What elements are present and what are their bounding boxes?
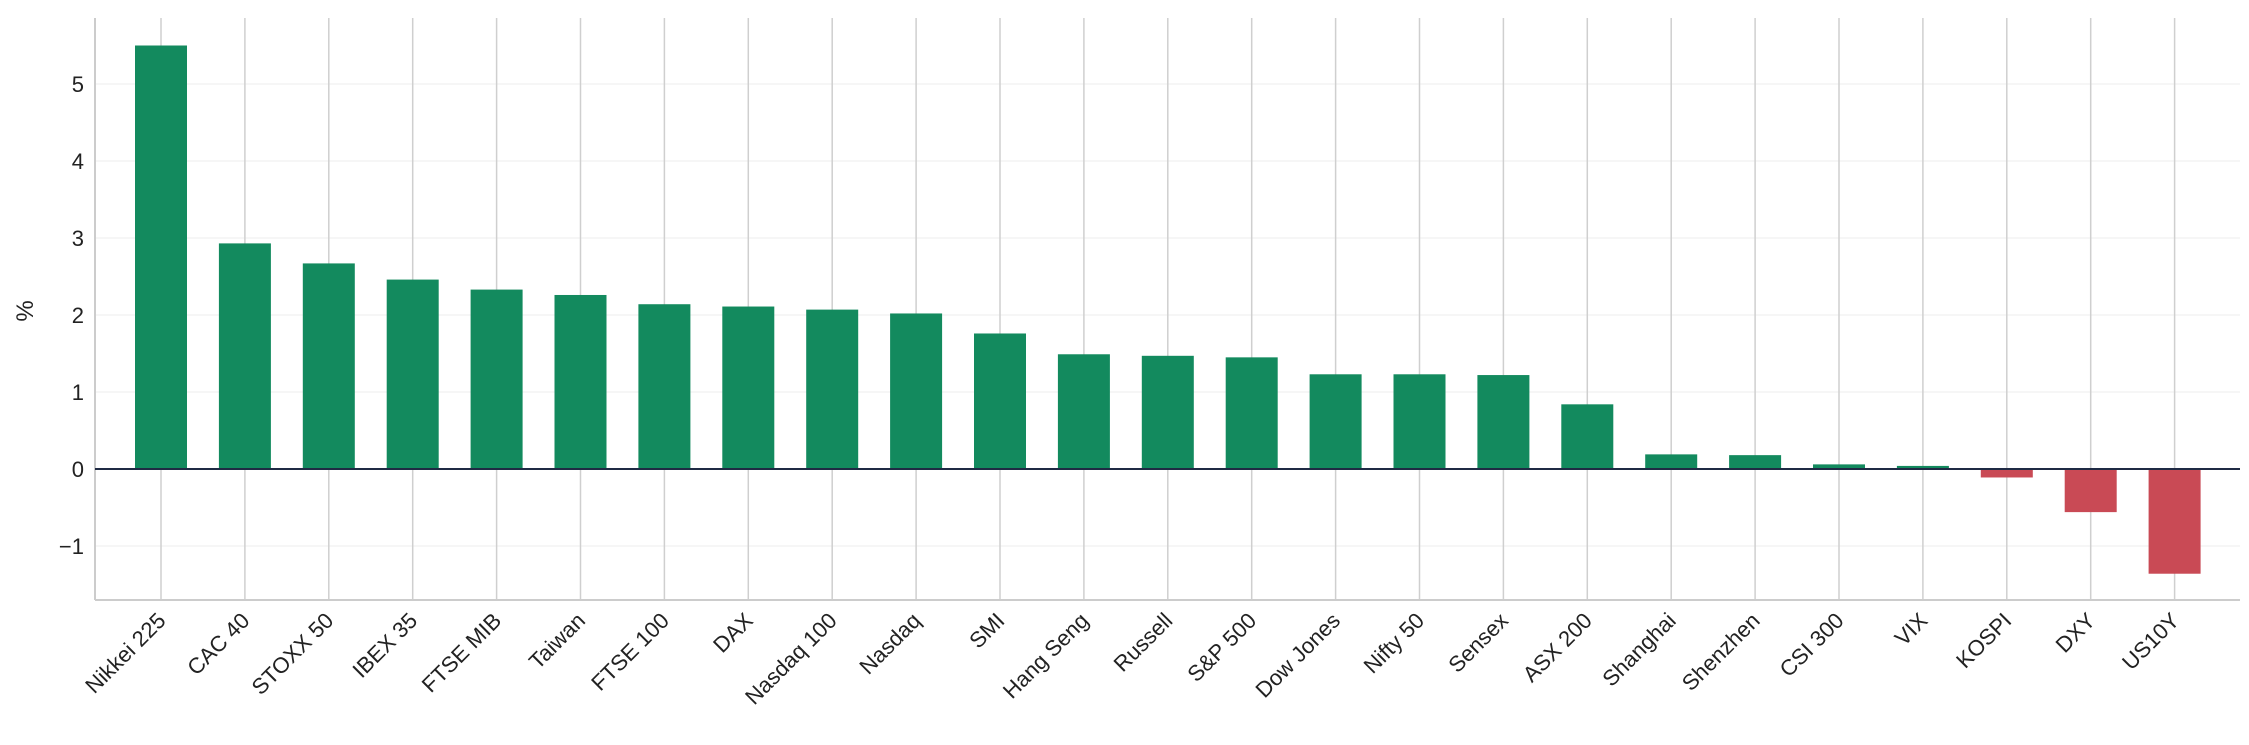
bars <box>135 45 2201 574</box>
bar-kospi <box>1980 469 2033 478</box>
bar-shanghai <box>1645 454 1698 469</box>
bar-sensex <box>1477 375 1530 469</box>
y-tick-labels: −1 0 1 2 3 4 5 <box>59 72 84 559</box>
x-tick-label: IBEX 35 <box>347 608 422 683</box>
bar-stoxx-50 <box>302 263 355 469</box>
x-tick-label: STOXX 50 <box>247 608 339 700</box>
bar-csi-300 <box>1813 464 1865 469</box>
bar-nasdaq <box>890 313 943 469</box>
bar-cac-40 <box>218 243 271 469</box>
x-tick-label: Sensex <box>1443 608 1513 678</box>
y-tick-label: −1 <box>59 534 84 559</box>
bar-dax <box>722 306 775 469</box>
x-tick-label: DXY <box>2051 608 2101 658</box>
bar-nasdaq-100 <box>806 309 859 469</box>
bar-nifty-50 <box>1393 374 1446 469</box>
x-tick-label: CSI 300 <box>1775 608 1849 682</box>
y-tick-label: 4 <box>72 149 84 174</box>
bar-smi <box>974 333 1026 469</box>
x-tick-label: Hang Seng <box>998 608 1094 704</box>
x-tick-label: Taiwan <box>524 608 590 674</box>
bar-dow-jones <box>1309 374 1362 469</box>
vertical-grid <box>160 18 2176 600</box>
bar-ftse-100 <box>638 304 691 469</box>
bar-asx-200 <box>1561 404 1614 469</box>
x-tick-label: DAX <box>708 608 758 658</box>
x-tick-label: Russell <box>1109 608 1178 677</box>
x-tick-label: CAC 40 <box>182 608 254 680</box>
y-tick-label: 0 <box>72 457 84 482</box>
x-tick-label: FTSE 100 <box>586 608 674 696</box>
bar-hang-seng <box>1057 354 1110 469</box>
bar-ibex-35 <box>386 279 439 469</box>
y-tick-label: 5 <box>72 72 84 97</box>
x-tick-label: VIX <box>1890 608 1933 651</box>
y-tick-label: 2 <box>72 303 84 328</box>
x-tick-label: Nasdaq <box>854 608 925 679</box>
bar-us10y <box>2148 469 2201 574</box>
x-tick-label: Nifty 50 <box>1359 608 1429 678</box>
x-tick-label: SMI <box>964 608 1009 653</box>
x-tick-label: S&P 500 <box>1182 608 1261 687</box>
x-tick-label: Dow Jones <box>1250 608 1345 703</box>
bar-nikkei-225 <box>135 45 187 469</box>
x-tick-label: Nikkei 225 <box>80 608 170 698</box>
bar-vix <box>1896 465 1949 469</box>
bar-shenzhen <box>1729 455 1782 469</box>
x-tick-label: FTSE MIB <box>417 608 506 697</box>
y-axis-label: % <box>12 300 39 321</box>
axes <box>94 18 2240 601</box>
y-tick-label: 3 <box>72 226 84 251</box>
bar-taiwan <box>554 294 607 469</box>
x-tick-label: Shenzhen <box>1677 608 1765 696</box>
x-tick-label: US10Y <box>2117 608 2184 675</box>
x-tick-label: Shanghai <box>1597 608 1680 691</box>
bar-dxy <box>2064 469 2117 513</box>
bar-s-p-500 <box>1225 357 1278 469</box>
x-tick-label: KOSPI <box>1951 608 2016 673</box>
bar-russell <box>1141 355 1194 469</box>
x-tick-label: ASX 200 <box>1518 608 1597 687</box>
y-tick-label: 1 <box>72 380 84 405</box>
bar-ftse-mib <box>470 289 523 469</box>
